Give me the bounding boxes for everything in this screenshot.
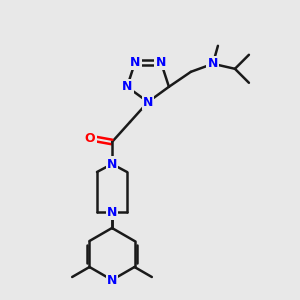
Text: N: N [107, 274, 117, 286]
Text: N: N [130, 56, 140, 69]
Text: N: N [143, 95, 153, 109]
Text: N: N [208, 57, 218, 70]
Text: N: N [122, 80, 132, 93]
Text: N: N [107, 158, 117, 170]
Text: N: N [156, 56, 166, 69]
Text: O: O [85, 131, 95, 145]
Text: N: N [107, 206, 117, 218]
